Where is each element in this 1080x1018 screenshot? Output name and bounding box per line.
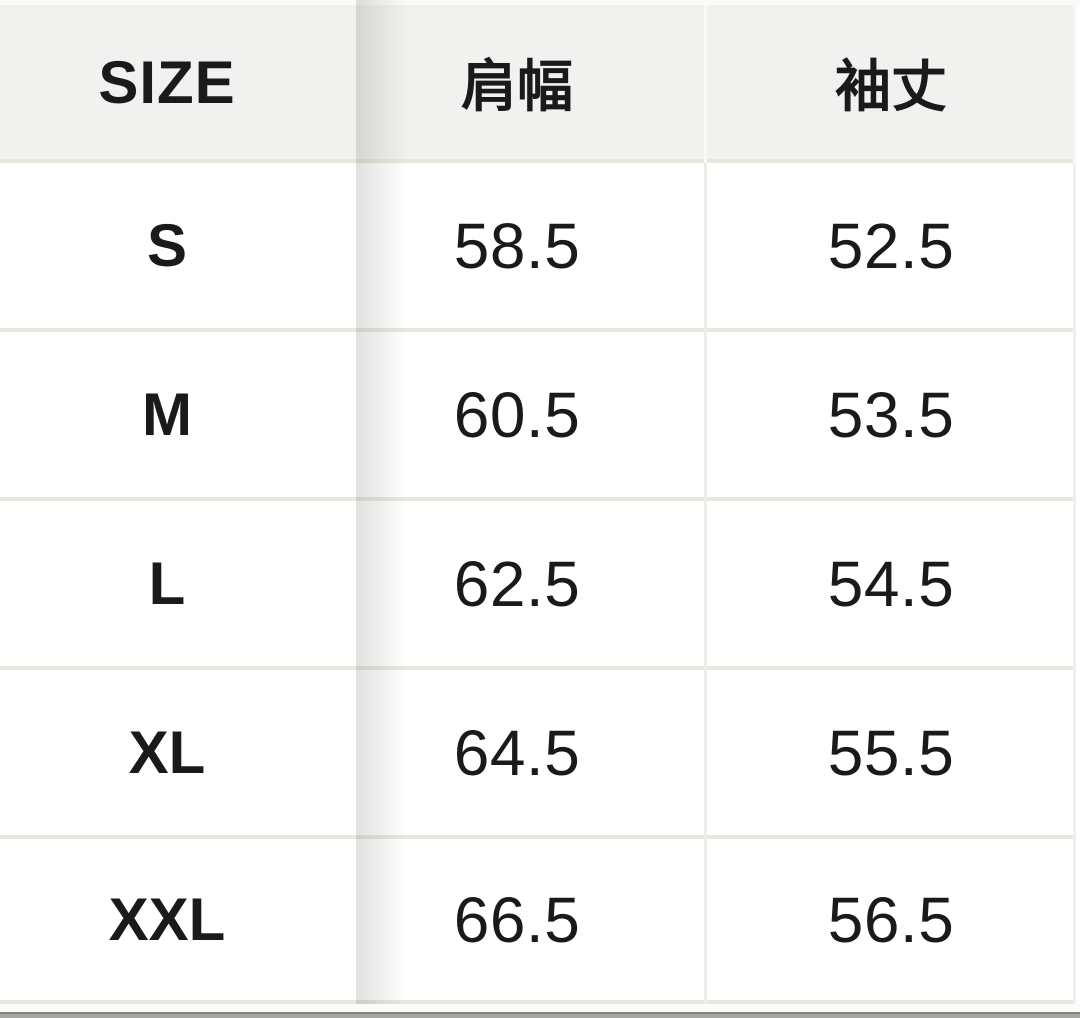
cell-shoulder-width: 58.5 (453, 209, 581, 282)
cell-shoulder-width: 64.5 (453, 716, 581, 789)
header-cell-shoulder-width: 肩幅 (461, 54, 573, 118)
cell-size: XXL (108, 886, 226, 953)
table-right-border-body (1073, 163, 1076, 1012)
table-bottom-margin (0, 1004, 1080, 1012)
table-row: XXL 66.5 56.5 (0, 839, 1076, 1004)
cell-size: S (146, 212, 188, 279)
cell-shoulder-width: 60.5 (453, 378, 581, 451)
bottom-divider-bar (0, 1012, 1080, 1018)
cell-size: XL (128, 719, 206, 786)
table-row: XL 64.5 55.5 (0, 670, 1076, 839)
table-row: S 58.5 52.5 (0, 163, 1076, 332)
header-cell-size: SIZE (98, 48, 236, 116)
header-row: SIZE 肩幅 袖丈 (0, 5, 1076, 163)
table-top-border (0, 0, 1080, 5)
column-divider-header (704, 5, 707, 163)
table-right-border-header (1073, 5, 1076, 163)
table-row: L 62.5 54.5 (0, 501, 1076, 670)
cell-shoulder-width: 62.5 (453, 547, 581, 620)
cell-sleeve-length: 54.5 (827, 547, 955, 620)
cell-sleeve-length: 52.5 (827, 209, 955, 282)
cell-size: L (148, 550, 186, 617)
cell-sleeve-length: 56.5 (827, 883, 955, 956)
header-cell-sleeve-length: 袖丈 (835, 54, 947, 118)
cell-sleeve-length: 55.5 (827, 716, 955, 789)
cell-sleeve-length: 53.5 (827, 378, 955, 451)
cell-size: M (142, 381, 192, 448)
table-row: M 60.5 53.5 (0, 332, 1076, 501)
column-divider-body (704, 163, 707, 1012)
cell-shoulder-width: 66.5 (453, 883, 581, 956)
